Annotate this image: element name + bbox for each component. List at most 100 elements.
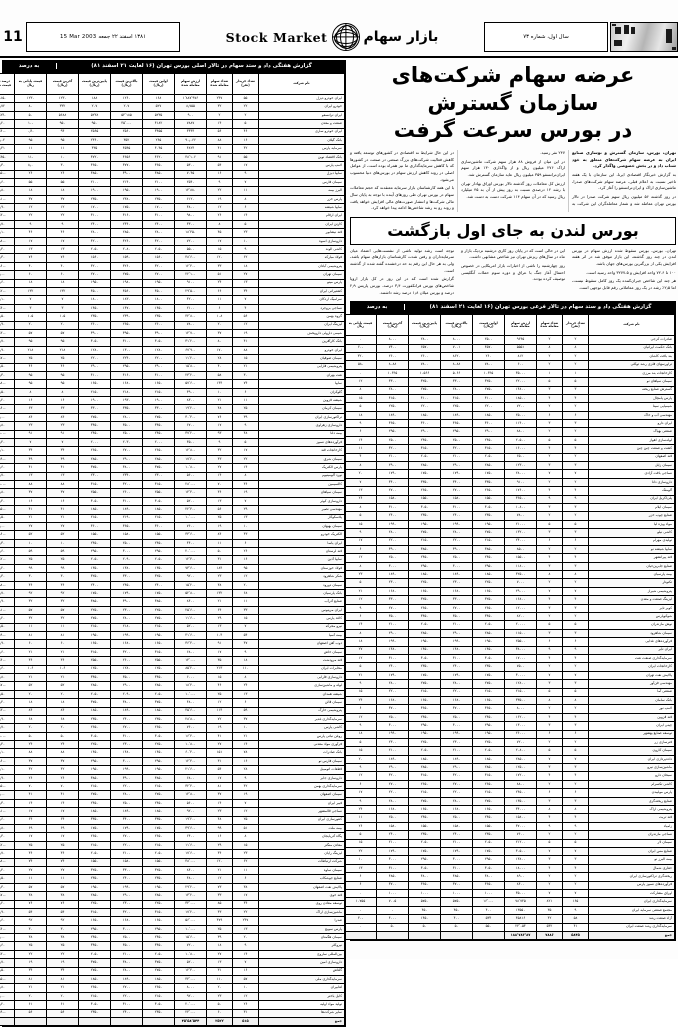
data-cell: ۵۲۳۵ [142, 110, 175, 121]
data-cell: ۴۱ [206, 144, 233, 154]
data-cell: ۱۱۴ [206, 706, 233, 716]
data-cell: ۳۷۰۰ [440, 880, 473, 890]
data-cell: ۱۵۵۰۰ [504, 553, 537, 563]
data-cell: ۲۴۰۰۰ [504, 536, 537, 546]
data-cell: ۲۶۵۰ [78, 446, 111, 456]
data-cell: ۲۱۲۰۰ [504, 838, 537, 849]
data-cell: ۶ [232, 538, 259, 549]
data-cell: ۰٫۹۰ [0, 597, 15, 607]
data-cell: ۱۸ [232, 656, 259, 666]
data-cell: ۳۶۰۰ [472, 419, 505, 429]
data-cell: ۱۸۵۰ [472, 410, 505, 421]
data-cell: ۱۰ [206, 387, 233, 398]
data-cell: ۴۵۷۰ [472, 343, 505, 353]
data-cell: ۲۵۰۰ [376, 553, 409, 563]
data-cell: ۵ [562, 838, 589, 849]
company-name-cell: فرآورده‌های نسوز [258, 437, 345, 448]
data-cell: ۸٫۷۵۵ [174, 102, 207, 112]
data-cell: ۶۷۰۰ [174, 421, 207, 431]
data-cell: ۳۹۰۰ [376, 544, 409, 555]
data-cell: ‑۱٫۱۰ [0, 605, 15, 616]
data-cell: ۴۱ [14, 505, 47, 515]
company-name-cell: لعابیران [258, 983, 345, 993]
data-cell: ۲۲ [206, 186, 233, 196]
data-cell: ۱۲٬۴۰۰ [174, 261, 207, 272]
data-cell: ۵۵ [46, 177, 79, 188]
data-cell: ۵۲٬۸۰۰ [174, 589, 207, 599]
data-cell: ۳۱۰۰ [110, 337, 143, 347]
data-cell: ۸۰۰۰ [440, 335, 473, 345]
data-cell: ‑۰٫۴۰ [0, 924, 15, 935]
data-cell: ۲۱ [14, 647, 47, 658]
data-cell: ۱٫۲۰ [0, 1000, 15, 1010]
data-cell: ۱۱ [46, 144, 79, 154]
data-cell: ۲۰٬۰۰۰ [174, 547, 207, 557]
table-row: شیمیایی سینا۲۲۷۲۰۰۲۲۰۰۲۲۵۰۲۲۰۰۲۲۵۰۵۴ [318, 402, 675, 412]
left-column: گزارش هفتگی داد و ستد سهام در تالار اصلی… [0, 60, 346, 1027]
table-row: بانک سامان۸۸۳۳۵۰۰۱۶۵۰۱۶۸۰۱۶۵۰۱۶۸۰۲۴۲۱ [318, 695, 675, 706]
data-cell: ۷۰۴۵ [174, 169, 207, 179]
data-cell: ۱۷۵۰ [78, 589, 111, 599]
table-row: تولید مواد اولیه ۲۶ ۵۰ ۲۰٬۰۰۰ ۳۰۵۰ ۳۱۰۰ ۳۰۵۰ ۶۱… [0, 1000, 345, 1010]
data-cell: ۰٫۸۰ [0, 672, 15, 683]
data-cell: ۴۰ [206, 362, 233, 372]
data-cell: ۲۸۰۰ [142, 228, 175, 238]
data-cell: ۱۵۵۰ [472, 494, 505, 504]
data-cell: ۴۱۰۰ [472, 393, 505, 404]
data-cell: ۶۰٬۴۰۰ [174, 748, 207, 758]
data-cell: ۲۶ [232, 1000, 259, 1010]
data-cell: ۳۰۵۰ [78, 1000, 111, 1010]
data-cell: ۳۱۰۰ [376, 653, 409, 664]
data-cell: ‑۱٫۹۰ [0, 630, 15, 641]
data-cell: ۱۱ [14, 874, 47, 884]
data-cell: ۲۹۵۰ [78, 547, 111, 557]
table-row: داروسازی دانا۲۲۹۱۰۰۳۳۵۰۳۴۰۰۳۳۵۰۳۴۰۰۷۶ [318, 477, 675, 488]
data-cell: ۱۶۵۰ [408, 695, 441, 706]
data-cell: ۸ [232, 832, 259, 842]
data-cell: ۳۴٬۰۰۰ [174, 899, 207, 909]
data-cell: ۹ [562, 645, 589, 656]
company-name-cell: گلوکزان [258, 387, 345, 398]
table-row: ماشین‌سازی اراک ۲۲ ۴۳ ۱۷٬۲۰۰ ۳۱۵۰ ۳۲۰۰ ۳۱۵۰ ۵۴ ۵… [0, 907, 345, 918]
data-cell: ۸۵ [206, 899, 233, 909]
data-cell: ۳۳۰۰ [110, 865, 143, 876]
data-cell: ۱۱ [344, 444, 377, 454]
data-cell: ۹ [562, 821, 589, 832]
column-header: قیمت پایانی به ریال [344, 314, 377, 337]
data-cell: ۶ [344, 880, 377, 890]
table-row: شوکوپارس۲۲۸۲۰۰۳۴۵۰۳۵۰۰۳۴۵۰۳۵۰۰۶۵ [318, 612, 675, 622]
data-cell: ۱۷۲۰۰ [504, 771, 537, 781]
data-cell: ۲۷ [206, 740, 233, 750]
data-cell: ۳۱۰۰ [78, 211, 111, 221]
data-cell: ۱۳۰۰ [110, 345, 143, 356]
data-cell: ۲۶۵۰ [78, 723, 111, 733]
data-cell: ۱۰۶۴۵ [472, 368, 505, 379]
data-cell: ۱۳ [206, 496, 233, 507]
data-cell: ۶۱۲۰ [174, 194, 207, 205]
data-cell: ۱۵ [344, 746, 377, 756]
company-name-cell: چینی ایران [588, 721, 675, 731]
data-cell: ۱۶ [232, 966, 259, 977]
data-cell: ۲ [536, 880, 563, 890]
data-cell: ۱۸۹۰ [376, 754, 409, 765]
data-cell: ۲۱۰۰۰ [504, 519, 537, 530]
data-cell: ۱۹۹۰ [440, 729, 473, 739]
data-cell: ۴ [536, 444, 563, 454]
data-cell: ۲۷۵۰ [78, 966, 111, 977]
data-cell: ۸۸ [14, 748, 47, 758]
data-cell: ۳ [562, 763, 589, 773]
data-cell: ۲۸۰۰ [408, 335, 441, 345]
data-cell: ۲۱۵۰ [142, 840, 175, 851]
data-cell: ۴ [562, 486, 589, 496]
data-cell: ۸۸۰۰ [504, 779, 537, 790]
data-cell: ۳۶ [46, 849, 79, 859]
column-header: تعداد خریدار (نفر) [232, 73, 259, 95]
data-cell: ۱۲۸۰ [78, 345, 111, 356]
company-name-cell: کارخانجات قند [258, 446, 345, 456]
data-cell: ۳۶۵۰ [78, 161, 111, 171]
data-cell: ۱۵۸۰ [376, 494, 409, 504]
table-row: مجتمع صنعتی سرمایه ایران ۹ ۳۵ ۱۳۵۵۰ ۴۰۰ ۴۵۰ ۴۵… [318, 905, 675, 916]
data-cell: ۴۲۰۰ [78, 236, 111, 247]
data-cell: ۳۶۰۰ [78, 521, 111, 532]
data-cell: ‑۱٫۴۰ [0, 127, 15, 137]
